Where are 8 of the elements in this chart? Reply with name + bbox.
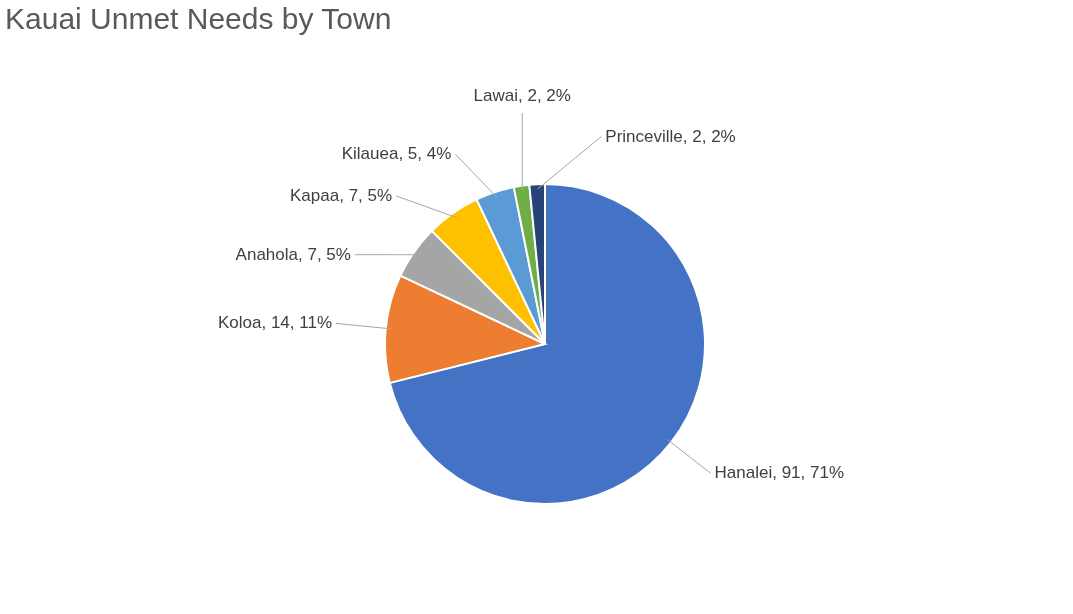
- slice-label: Lawai, 2, 2%: [473, 86, 571, 106]
- slice-label: Kapaa, 7, 5%: [290, 185, 393, 205]
- slice-label: Koloa, 14, 11%: [217, 313, 333, 333]
- slice-label: Princeville, 2, 2%: [605, 126, 736, 146]
- slice-label: Kilauea, 5, 4%: [341, 144, 452, 164]
- slice-label: Hanalei, 91, 71%: [714, 463, 845, 483]
- slice-label: Anahola, 7, 5%: [235, 244, 351, 264]
- chart-title: Kauai Unmet Needs by Town: [5, 2, 392, 35]
